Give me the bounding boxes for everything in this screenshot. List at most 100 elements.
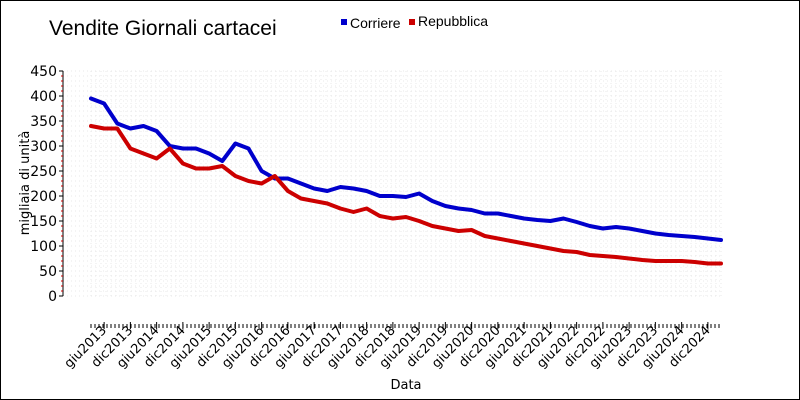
- y-tick-label: 250: [30, 164, 57, 180]
- data-point-repubblica: [627, 257, 631, 260]
- series-layer: [89, 96, 723, 266]
- y-ticks: 0 50 100 150 200 250 300 350 400 450: [30, 64, 63, 305]
- data-point-repubblica: [326, 202, 329, 205]
- data-point-corriere: [562, 217, 565, 220]
- data-point-repubblica: [273, 174, 276, 178]
- data-point-repubblica: [207, 167, 211, 170]
- data-point-repubblica: [470, 228, 473, 232]
- data-point-corriere: [417, 192, 421, 195]
- data-point-corriere: [641, 229, 644, 233]
- data-point-corriere: [378, 194, 381, 198]
- legend-swatch-repubblica: [409, 19, 415, 25]
- data-point-repubblica: [536, 244, 539, 248]
- data-point-repubblica: [588, 253, 591, 257]
- data-point-repubblica: [89, 124, 93, 128]
- data-point-repubblica: [102, 127, 106, 130]
- data-point-corriere: [339, 185, 342, 189]
- data-point-repubblica: [719, 262, 723, 265]
- data-point-corriere: [680, 234, 683, 238]
- data-point-corriere: [102, 102, 106, 105]
- data-point-repubblica: [352, 210, 355, 214]
- x-ticks: giu2013dic2013giu2014dic2014giu2015dic20…: [62, 322, 720, 371]
- data-point-repubblica: [378, 214, 381, 218]
- data-point-repubblica: [116, 127, 119, 130]
- data-point-repubblica: [142, 152, 145, 155]
- y-tick-label: 350: [30, 114, 57, 130]
- data-point-repubblica: [654, 259, 657, 263]
- data-point-corriere: [89, 97, 93, 100]
- y-tick-label: 200: [30, 189, 57, 205]
- data-point-corriere: [575, 220, 578, 224]
- data-point-repubblica: [614, 255, 618, 259]
- data-point-corriere: [299, 182, 303, 185]
- data-point-corriere: [522, 217, 526, 220]
- data-point-corriere: [207, 152, 211, 155]
- x-axis-label: Data: [390, 378, 421, 393]
- data-point-repubblica: [221, 164, 224, 168]
- data-point-repubblica: [234, 174, 237, 178]
- data-point-corriere: [509, 214, 513, 218]
- data-point-repubblica: [444, 227, 447, 230]
- data-point-corriere: [614, 225, 618, 229]
- data-point-corriere: [234, 142, 237, 145]
- data-point-repubblica: [247, 179, 250, 183]
- data-point-repubblica: [260, 182, 263, 185]
- y-tick-label: 0: [48, 289, 57, 305]
- data-point-repubblica: [562, 249, 565, 253]
- data-point-repubblica: [129, 147, 132, 150]
- y-tick-label: 400: [30, 89, 57, 105]
- data-point-corriere: [116, 122, 119, 125]
- data-point-corriere: [221, 159, 224, 163]
- data-point-corriere: [470, 208, 473, 212]
- data-point-corriere: [286, 177, 290, 180]
- y-tick-label: 50: [39, 264, 57, 280]
- data-point-repubblica: [286, 189, 290, 193]
- data-point-corriere: [391, 194, 395, 198]
- data-point-repubblica: [168, 147, 171, 150]
- legend-swatch-corriere: [341, 19, 347, 25]
- data-point-repubblica: [601, 254, 605, 258]
- y-tick-label: 450: [30, 64, 57, 80]
- data-point-corriere: [706, 237, 710, 240]
- data-point-corriere: [654, 232, 657, 235]
- data-point-corriere: [194, 147, 198, 150]
- data-point-corriere: [627, 227, 631, 230]
- data-point-corriere: [365, 189, 368, 193]
- data-point-repubblica: [706, 262, 710, 265]
- chart-title: Vendite Giornali cartacei: [49, 17, 277, 40]
- data-point-corriere: [142, 124, 145, 128]
- data-point-corriere: [693, 235, 696, 239]
- data-point-repubblica: [391, 217, 395, 220]
- data-point-repubblica: [299, 197, 303, 200]
- data-point-corriere: [155, 129, 158, 133]
- data-point-repubblica: [431, 224, 434, 228]
- y-tick-label: 100: [30, 239, 57, 255]
- data-point-corriere: [483, 212, 486, 215]
- data-point-repubblica: [680, 259, 683, 263]
- data-point-repubblica: [457, 229, 460, 233]
- data-point-repubblica: [483, 234, 486, 238]
- data-point-corriere: [667, 233, 670, 237]
- legend-label-repubblica: Repubblica: [418, 13, 488, 29]
- data-point-repubblica: [522, 242, 526, 245]
- data-point-corriere: [404, 195, 408, 199]
- data-point-corriere: [181, 147, 185, 150]
- data-point-corriere: [444, 204, 447, 208]
- data-point-repubblica: [194, 167, 198, 170]
- data-point-repubblica: [155, 157, 158, 160]
- y-tick-label: 300: [30, 139, 57, 155]
- data-point-corriere: [352, 187, 355, 190]
- data-point-corriere: [601, 227, 605, 230]
- data-point-repubblica: [339, 207, 342, 210]
- data-point-repubblica: [365, 207, 368, 210]
- data-point-corriere: [536, 218, 539, 222]
- data-point-repubblica: [667, 259, 670, 263]
- data-point-corriere: [457, 207, 460, 210]
- data-point-repubblica: [509, 239, 513, 243]
- y-tick-label: 150: [30, 214, 57, 230]
- data-point-corriere: [312, 187, 316, 190]
- data-point-repubblica: [496, 237, 500, 240]
- data-point-corriere: [247, 147, 250, 150]
- data-point-repubblica: [549, 247, 552, 250]
